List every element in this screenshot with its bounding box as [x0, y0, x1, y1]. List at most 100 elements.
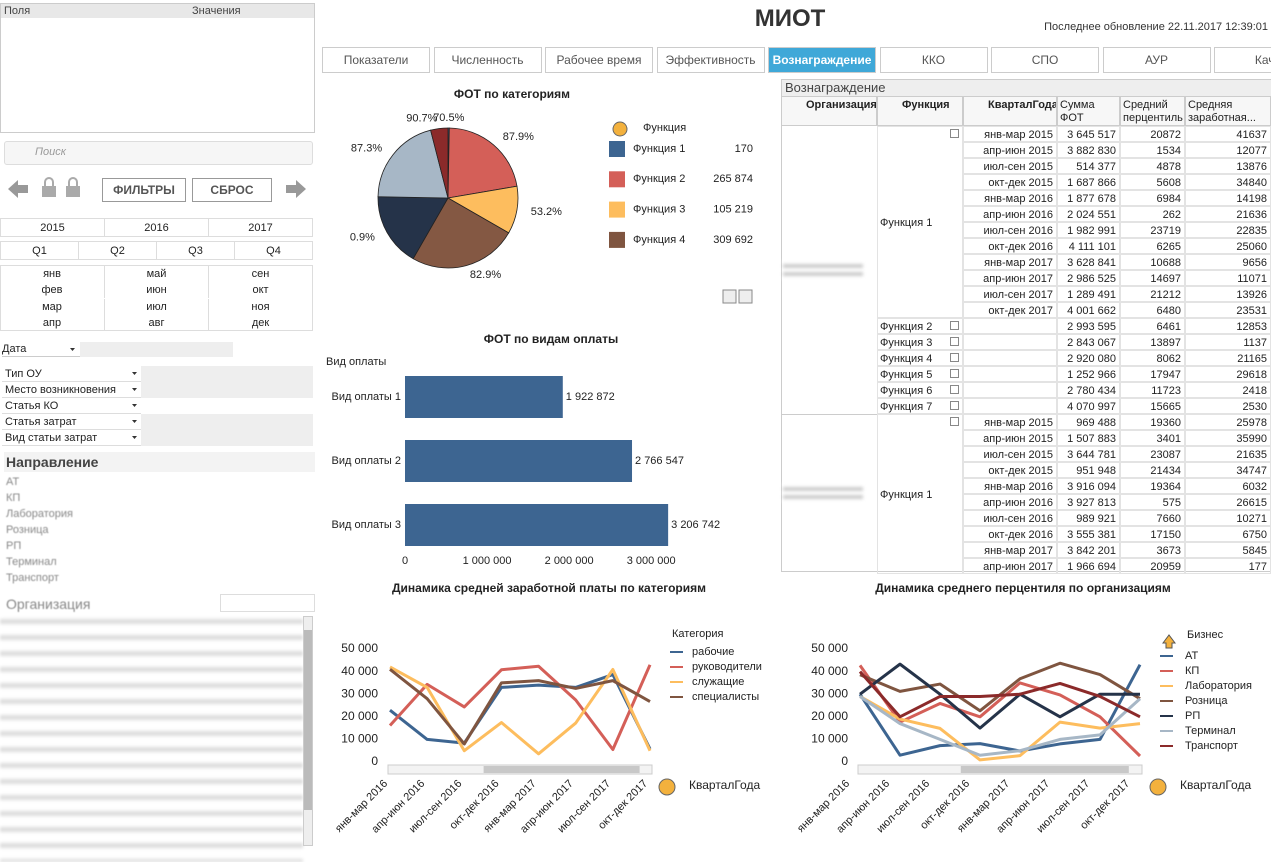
month-cell[interactable]: фев — [41, 284, 63, 297]
button[interactable]: СБРОС — [192, 178, 272, 202]
y-tick-label: 40 000 — [341, 664, 378, 678]
tab[interactable]: АУР — [1102, 47, 1211, 73]
table-cell: 2 780 434 — [1057, 382, 1120, 398]
list-item[interactable]: РП — [6, 540, 22, 552]
table-cell: 1 289 491 — [1057, 286, 1120, 302]
legend-swatch — [609, 201, 625, 218]
month-cell[interactable]: май — [104, 266, 208, 282]
table-cell: 3 842 201 — [1057, 542, 1120, 558]
forward-arrow[interactable] — [286, 180, 306, 198]
legend-label: рабочие — [692, 646, 734, 658]
column-header: Функция — [877, 96, 963, 126]
series-line — [859, 695, 1142, 757]
table-cell: окт-дек 2015 — [963, 462, 1057, 478]
unlock-icon[interactable] — [66, 186, 80, 197]
month-cell[interactable]: сен — [208, 266, 312, 282]
toggle — [950, 353, 959, 362]
list-item[interactable]: Транспорт — [6, 572, 59, 584]
y-tick-label: 30 000 — [341, 686, 378, 700]
y-tick-label: 0 — [841, 754, 848, 768]
date-slider — [80, 342, 233, 357]
table-cell: 12077 — [1185, 142, 1271, 158]
y-tick-label: 10 000 — [341, 732, 378, 746]
tab[interactable]: Показатели — [322, 47, 430, 73]
month-cell[interactable]: ноя — [208, 298, 312, 315]
month-cell[interactable]: июн — [104, 282, 208, 299]
chart-title: ФОТ по видам оплаты — [484, 332, 618, 346]
month-cell[interactable]: авг — [104, 314, 208, 331]
series-line — [858, 670, 1141, 719]
tab[interactable]: ККО — [879, 47, 988, 73]
list-item[interactable]: Терминал — [6, 556, 57, 568]
table-cell: окт-дек 2015 — [963, 174, 1057, 190]
table-cell: апр-июн 2015 — [963, 142, 1057, 158]
year-cell[interactable]: 2017 — [208, 218, 313, 237]
table-cell: 10688 — [1120, 254, 1185, 270]
tab[interactable]: СПО — [991, 47, 1099, 73]
bar — [405, 440, 633, 482]
legend-title: Функция — [643, 122, 686, 134]
y-tick-label: 0 — [371, 754, 378, 768]
tab[interactable]: Каче — [1214, 47, 1271, 73]
quarter-cell[interactable]: Q3 — [156, 241, 235, 260]
month-cell[interactable]: дек — [208, 314, 312, 331]
table-cell: 21212 — [1120, 286, 1185, 302]
year-cell[interactable]: 2016 — [104, 218, 209, 237]
series-line — [388, 664, 652, 752]
month-cell[interactable]: июл — [104, 298, 208, 315]
quarter-cell[interactable]: Q4 — [234, 241, 313, 260]
filter-label[interactable]: Тип ОУ — [2, 366, 141, 382]
table-cell: 1 877 678 — [1057, 190, 1120, 206]
list-item[interactable]: Лаборатория — [6, 508, 73, 520]
y-tick-label: 10 000 — [811, 732, 848, 746]
dimension-label: КварталГода — [689, 778, 760, 792]
list-item[interactable]: АТ — [6, 476, 20, 488]
chart-title: Динамика средней заработной платы по кат… — [392, 581, 706, 595]
axis-label: Вид оплаты — [326, 356, 386, 368]
tab[interactable]: Эффективность — [656, 47, 765, 73]
month-cell[interactable]: мар — [42, 300, 62, 313]
slice-label: 90.7% — [406, 113, 437, 125]
table-cell: 969 488 — [1057, 414, 1120, 430]
function-cell: Функция 4 — [877, 350, 963, 366]
tab[interactable]: Рабочее время — [545, 47, 653, 73]
table-cell — [963, 334, 1057, 350]
toggle — [950, 417, 959, 426]
month-cell[interactable]: окт — [208, 282, 312, 299]
scroll-thumb — [483, 766, 640, 773]
table-cell: 1 507 883 — [1057, 430, 1120, 446]
filter-label[interactable]: Вид статьи затрат — [2, 430, 141, 446]
list-item[interactable]: КП — [6, 492, 21, 504]
table-cell: 3401 — [1120, 430, 1185, 446]
filter-label[interactable]: Статья затрат — [2, 414, 141, 430]
table-cell: 8062 — [1120, 350, 1185, 366]
month-cell[interactable]: янв — [43, 268, 61, 280]
filter-label[interactable]: Статья КО — [2, 398, 141, 414]
table-cell: янв-мар 2017 — [963, 542, 1057, 558]
table-cell: 20872 — [1120, 126, 1185, 142]
toggle — [950, 369, 959, 378]
legend-label: Лаборатория — [1185, 680, 1252, 692]
tab[interactable]: Вознаграждение — [768, 47, 876, 73]
list-item[interactable]: Розница — [6, 524, 49, 536]
filter-label[interactable]: Место возникновения — [2, 382, 141, 398]
slice-label: 70.5% — [433, 112, 464, 124]
cycle-icon — [1149, 778, 1167, 796]
legend-label: Функция 4 — [633, 234, 685, 246]
back-arrow[interactable] — [8, 180, 28, 198]
quarter-cell[interactable]: Q1 — [0, 241, 79, 260]
toggle — [950, 129, 959, 138]
fields-header — [1, 4, 314, 18]
lock-icon[interactable] — [42, 186, 56, 197]
tab[interactable]: Численность — [433, 47, 542, 73]
legend-swatch — [609, 231, 625, 248]
table-cell: 23719 — [1120, 222, 1185, 238]
quarter-cell[interactable]: Q2 — [78, 241, 157, 260]
y-tick-label: 40 000 — [811, 664, 848, 678]
x-tick-label: 0 — [402, 555, 408, 567]
month-cell[interactable]: апр — [42, 316, 62, 329]
button[interactable]: ФИЛЬТРЫ — [102, 178, 186, 202]
date-field[interactable]: Дата — [2, 342, 80, 357]
table-cell: янв-мар 2016 — [963, 190, 1057, 206]
year-cell[interactable]: 2015 — [0, 218, 105, 237]
